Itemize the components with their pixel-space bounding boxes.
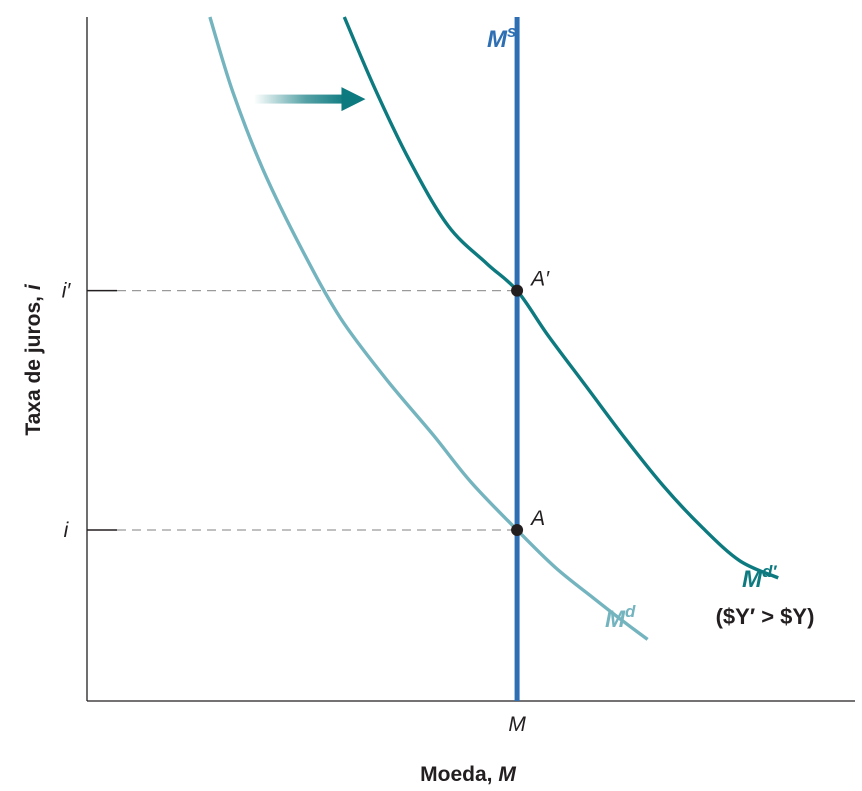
equilibrium-points: A A′ (511, 268, 550, 536)
equilibrium-point-1 (511, 284, 524, 297)
equilibrium-point-0 (511, 524, 524, 536)
demand-curves: Md Md′ (208, 16, 779, 641)
axis-ticks: i i′ M (62, 280, 527, 736)
money-supply-label: Ms (487, 22, 516, 53)
demand-curve-label-0: Md (605, 602, 636, 633)
demand-curve-1 (342, 16, 779, 580)
demand-curve-label-1: Md′ (742, 562, 777, 593)
income-comparison-note: ($Y′ > $Y) (716, 604, 815, 629)
supply-curve-group: Ms (487, 17, 520, 701)
x-tick-label-0: M (508, 713, 526, 736)
guide-lines (117, 289, 518, 531)
demand-curve-0 (208, 16, 649, 641)
y-axis-title: Taxa de juros, i (22, 283, 45, 436)
shift-arrow-group (253, 87, 366, 112)
y-tick-label-0: i (64, 519, 70, 542)
equilibrium-point-label-0: A (529, 507, 545, 530)
x-axis-title: Moeda, M (420, 763, 516, 786)
shift-arrow-head (341, 87, 366, 112)
shift-arrow-shaft (253, 94, 348, 104)
y-tick-label-1: i′ (62, 280, 72, 303)
equilibrium-point-label-1: A′ (529, 268, 550, 291)
